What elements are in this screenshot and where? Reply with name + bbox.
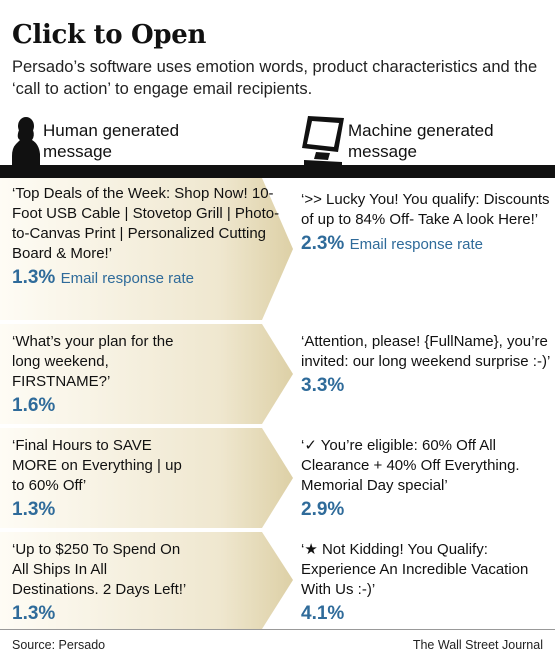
machine-rate-value-2: 3.3%	[301, 375, 345, 396]
comparison-row-2: ‘What’s your plan for the long weekend, …	[0, 324, 555, 424]
machine-rate-4: 4.1%	[301, 603, 551, 625]
human-message-3: ‘Final Hours to SAVE MORE on Everything …	[12, 436, 187, 521]
human-text-2: ‘What’s your plan for the long weekend, …	[12, 333, 174, 390]
human-rate-2: 1.6%	[12, 395, 192, 417]
human-heading-line2: message	[43, 142, 112, 161]
arrow-panel	[0, 324, 293, 424]
human-heading-line1: Human generated	[43, 121, 180, 140]
machine-rate-1: 2.3% Email response rate	[301, 233, 551, 256]
human-text-3: ‘Final Hours to SAVE MORE on Everything …	[12, 437, 182, 494]
machine-rate-label-1: Email response rate	[349, 236, 483, 253]
human-rate-3: 1.3%	[12, 499, 187, 521]
human-rate-value-4: 1.3%	[12, 603, 56, 624]
machine-rate-3: 2.9%	[301, 499, 551, 521]
footer-divider	[0, 629, 555, 630]
page-subtitle: Persado’s software uses emotion words, p…	[12, 58, 538, 98]
human-message-2: ‘What’s your plan for the long weekend, …	[12, 332, 192, 417]
page-title: Click to Open	[12, 20, 207, 50]
machine-heading-line1: Machine generated	[348, 121, 494, 140]
human-column-heading: Human generated message	[43, 120, 179, 162]
machine-message-3: ‘✓ You’re eligible: 60% Off All Clearanc…	[301, 436, 551, 521]
human-text-1: ‘Top Deals of the Week: Shop Now! 10-Foo…	[12, 185, 280, 262]
machine-message-2: ‘Attention, please! {FullName}, you’re i…	[301, 332, 551, 397]
human-rate-1: 1.3% Email response rate	[12, 267, 287, 290]
machine-text-4: ‘★ Not Kidding! You Qualify: Experience …	[301, 541, 529, 598]
machine-text-3: ‘✓ You’re eligible: 60% Off All Clearanc…	[301, 437, 520, 494]
monitor-icon	[302, 116, 344, 166]
machine-message-1: ‘>> Lucky You! You qualify: Discounts of…	[301, 190, 551, 256]
machine-rate-value-1: 2.3%	[301, 233, 345, 254]
machine-column-heading: Machine generated message	[348, 120, 494, 162]
machine-rate-value-4: 4.1%	[301, 603, 345, 624]
arrow-panel	[0, 428, 293, 528]
machine-rate-value-3: 2.9%	[301, 499, 345, 520]
human-rate-value-2: 1.6%	[12, 395, 56, 416]
publisher-credit: The Wall Street Journal	[412, 638, 543, 652]
comparison-row-4: ‘Up to $250 To Spend On All Ships In All…	[0, 532, 555, 629]
human-text-4: ‘Up to $250 To Spend On All Ships In All…	[12, 541, 187, 598]
human-rate-4: 1.3%	[12, 603, 197, 625]
comparison-row-3: ‘Final Hours to SAVE MORE on Everything …	[0, 428, 555, 528]
human-message-1: ‘Top Deals of the Week: Shop Now! 10-Foo…	[12, 184, 287, 290]
human-rate-value-3: 1.3%	[12, 499, 56, 520]
human-message-4: ‘Up to $250 To Spend On All Ships In All…	[12, 540, 197, 625]
human-rate-label-1: Email response rate	[60, 270, 194, 287]
comparison-row-1: ‘Top Deals of the Week: Shop Now! 10-Foo…	[0, 178, 555, 320]
arrow-panel	[0, 532, 293, 629]
header-divider-bar	[0, 165, 555, 178]
machine-message-4: ‘★ Not Kidding! You Qualify: Experience …	[301, 540, 551, 625]
machine-heading-line2: message	[348, 142, 417, 161]
machine-text-2: ‘Attention, please! {FullName}, you’re i…	[301, 333, 551, 370]
arrow-panel	[0, 178, 293, 320]
machine-text-1: ‘>> Lucky You! You qualify: Discounts of…	[301, 191, 550, 228]
person-silhouette-icon	[12, 117, 40, 166]
human-rate-value-1: 1.3%	[12, 267, 56, 288]
source-credit: Source: Persado	[12, 638, 106, 652]
machine-rate-2: 3.3%	[301, 375, 551, 397]
